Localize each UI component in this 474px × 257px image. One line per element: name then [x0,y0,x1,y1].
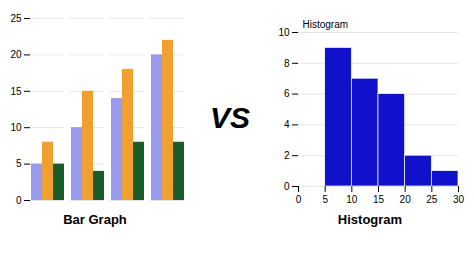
svg-text:15: 15 [10,86,22,97]
svg-text:6: 6 [284,88,290,99]
svg-text:20: 20 [10,49,22,60]
svg-text:4: 4 [284,119,290,130]
svg-text:30: 30 [453,194,465,205]
svg-text:20: 20 [400,194,412,205]
svg-text:25: 25 [10,13,22,24]
svg-text:5: 5 [16,158,22,169]
svg-text:10: 10 [10,122,22,133]
svg-text:0: 0 [16,195,22,206]
svg-text:25: 25 [426,194,438,205]
svg-text:10: 10 [278,27,290,38]
html-text:Histogram: Histogram [337,212,403,227]
svg-text:5: 5 [322,194,328,205]
svg-text:0: 0 [296,194,302,205]
svg-text:10: 10 [346,194,358,205]
svg-text:8: 8 [284,58,290,69]
svg-text:0: 0 [284,181,290,192]
svg-text:15: 15 [373,194,385,205]
svg-text:Histogram: Histogram [303,19,349,30]
svg-text:2: 2 [284,150,290,161]
html-text:VS: VS [210,100,250,134]
html-text:Bar Graph: Bar Graph [63,212,127,227]
